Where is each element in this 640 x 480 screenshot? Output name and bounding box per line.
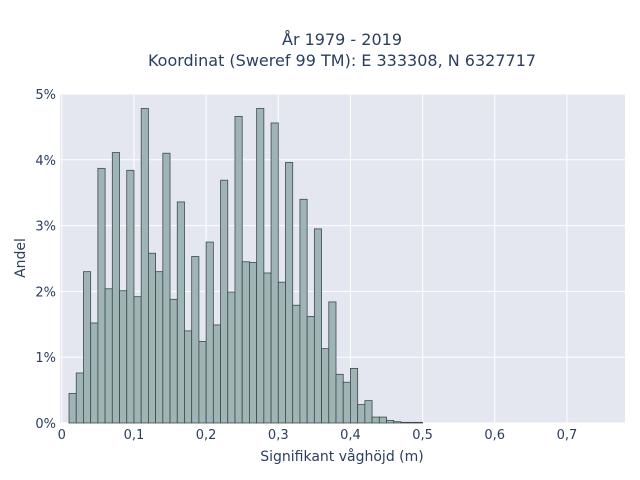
bar-15 <box>176 201 185 424</box>
x-tick-label-6: 0,6 <box>484 428 505 443</box>
bar-26 <box>256 108 265 424</box>
bar-21 <box>220 179 229 424</box>
bar-36 <box>328 301 337 424</box>
bar-40 <box>357 404 366 424</box>
y-axis-ticks: 0% 1% 2% 3% 4% 5% <box>35 88 56 432</box>
bar-0 <box>68 392 77 424</box>
bar-23 <box>234 115 243 424</box>
bar-14 <box>169 298 178 424</box>
bar-43 <box>378 416 387 424</box>
bar-18 <box>198 341 207 424</box>
bar-24 <box>241 261 250 424</box>
bar-8 <box>126 169 135 424</box>
bar-20 <box>212 324 221 424</box>
bar-16 <box>184 330 193 424</box>
y-tick-label-0: 0% <box>35 417 56 432</box>
x-axis-label: Signifikant våghöjd (m) <box>260 448 423 465</box>
bar-39 <box>350 367 359 424</box>
bar-45 <box>393 421 402 424</box>
bar-28 <box>270 122 279 424</box>
bar-7 <box>119 290 128 424</box>
y-tick-label-5: 5% <box>35 88 56 103</box>
bar-33 <box>306 316 315 424</box>
bar-44 <box>386 419 395 424</box>
bar-4 <box>97 167 106 424</box>
bar-27 <box>263 272 272 424</box>
bar-3 <box>90 322 99 424</box>
bar-9 <box>133 296 142 424</box>
bar-34 <box>313 228 322 424</box>
bar-10 <box>140 108 149 424</box>
bar-47 <box>407 421 416 424</box>
x-tick-label-7: 0,7 <box>557 428 578 443</box>
bar-5 <box>104 288 113 424</box>
bar-35 <box>321 348 330 424</box>
y-axis-label: Andel <box>13 238 29 278</box>
bar-22 <box>227 291 236 424</box>
x-tick-label-2: 0,2 <box>196 428 217 443</box>
bar-31 <box>292 304 301 424</box>
bar-17 <box>191 256 200 424</box>
bar-11 <box>147 252 157 424</box>
bar-42 <box>371 416 380 424</box>
y-tick-label-4: 4% <box>35 154 56 169</box>
bar-25 <box>249 262 258 424</box>
bar-13 <box>162 152 171 424</box>
bar-32 <box>299 198 308 424</box>
bar-6 <box>111 152 120 424</box>
y-tick-label-3: 3% <box>35 220 56 235</box>
bar-48 <box>414 421 423 424</box>
x-tick-label-4: 0,4 <box>340 428 361 443</box>
x-axis-ticks: 0 0,1 0,2 0,3 0,4 0,5 0,6 0,7 <box>58 428 578 443</box>
bar-41 <box>364 400 373 424</box>
x-tick-label-3: 0,3 <box>268 428 289 443</box>
bar-29 <box>277 281 286 424</box>
x-tick-label-5: 0,5 <box>412 428 433 443</box>
y-tick-label-1: 1% <box>35 351 56 366</box>
bar-37 <box>335 373 344 424</box>
bar-1 <box>75 372 84 424</box>
chart-subtitle: Koordinat (Sweref 99 TM): E 333308, N 63… <box>148 51 536 70</box>
chart-title: År 1979 - 2019 <box>282 30 402 49</box>
y-tick-label-2: 2% <box>35 285 56 300</box>
bar-46 <box>400 421 409 424</box>
bars <box>68 108 423 424</box>
x-tick-label-1: 0,1 <box>124 428 145 443</box>
bar-38 <box>342 381 351 424</box>
bar-2 <box>83 271 92 424</box>
x-tick-label-0: 0 <box>58 428 66 443</box>
bar-12 <box>155 271 164 424</box>
bar-30 <box>285 162 294 424</box>
bar-19 <box>205 241 214 424</box>
